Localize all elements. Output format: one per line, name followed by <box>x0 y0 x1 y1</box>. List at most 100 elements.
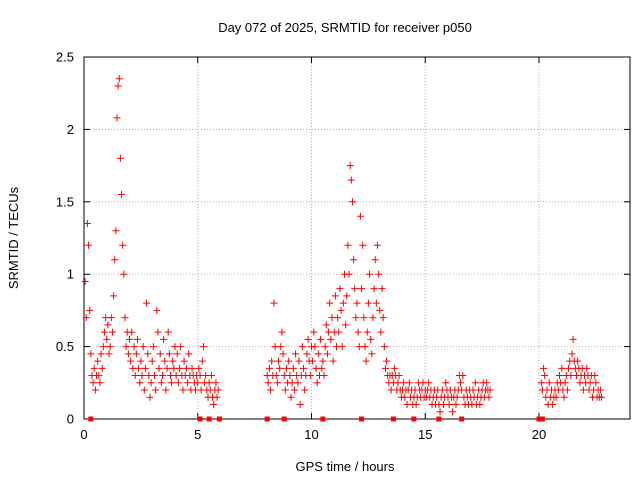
data-point <box>141 364 149 372</box>
data-point <box>96 379 104 387</box>
data-point <box>383 357 391 365</box>
data-point <box>116 154 124 162</box>
y-tick-label: 1 <box>67 267 74 282</box>
data-point <box>276 364 284 372</box>
data-point <box>105 350 113 358</box>
data-point <box>155 364 163 372</box>
data-point <box>179 386 187 394</box>
data-point <box>115 75 123 83</box>
data-point <box>326 299 334 307</box>
zero-marker-point <box>88 416 94 422</box>
data-point <box>344 241 352 249</box>
data-point <box>106 343 114 351</box>
data-point <box>352 314 360 322</box>
data-point <box>278 328 286 336</box>
data-point <box>379 314 387 322</box>
data-point <box>292 350 300 358</box>
data-point <box>180 357 188 365</box>
data-point <box>107 314 115 322</box>
y-tick-label: 2.5 <box>56 50 74 65</box>
data-point <box>161 357 169 365</box>
zero-marker-point <box>264 416 270 422</box>
data-point <box>377 328 385 336</box>
data-point <box>345 270 353 278</box>
data-point <box>97 350 105 358</box>
data-point <box>391 364 399 372</box>
data-points <box>81 75 606 422</box>
data-point <box>207 372 215 380</box>
data-point <box>565 364 573 372</box>
data-point <box>126 335 133 343</box>
data-point <box>321 343 329 351</box>
data-point <box>296 401 304 409</box>
data-point <box>121 314 129 322</box>
data-point <box>94 357 102 365</box>
data-point <box>371 256 379 264</box>
data-point <box>95 372 103 380</box>
data-point <box>323 350 331 358</box>
zero-marker-point <box>536 416 542 422</box>
data-point <box>445 401 453 409</box>
data-point <box>339 299 347 307</box>
data-point <box>457 379 465 387</box>
data-point <box>363 328 371 336</box>
data-point <box>342 321 350 329</box>
data-point <box>412 401 420 409</box>
data-point <box>100 328 108 336</box>
data-point <box>300 364 308 372</box>
data-point <box>185 350 193 358</box>
data-point <box>110 292 118 300</box>
data-point <box>277 343 285 351</box>
zero-marker-point <box>216 416 222 422</box>
data-point <box>267 386 275 394</box>
data-point <box>540 364 548 372</box>
data-point <box>287 393 295 401</box>
data-point <box>212 379 220 387</box>
data-point <box>309 357 317 365</box>
data-point <box>174 379 182 387</box>
data-point <box>194 379 202 387</box>
data-point <box>555 372 563 380</box>
y-tick-label: 0 <box>67 412 74 427</box>
x-tick-label: 0 <box>80 427 87 442</box>
data-point <box>139 343 147 351</box>
data-point <box>104 321 112 329</box>
axis-tick-labels: 0 5 10 15 20 0 0.5 1 1.5 2 2.5 <box>56 50 546 443</box>
data-point <box>177 343 185 351</box>
data-point <box>295 357 303 365</box>
data-point <box>144 350 152 358</box>
data-point <box>87 350 95 358</box>
data-point <box>199 343 207 351</box>
data-point <box>268 357 276 365</box>
data-point <box>132 350 140 358</box>
data-point <box>188 364 196 372</box>
zero-marker-point <box>539 416 545 422</box>
x-tick-label: 5 <box>194 427 201 442</box>
data-point <box>442 379 450 387</box>
data-point <box>82 314 90 322</box>
data-point <box>111 256 119 264</box>
data-point <box>131 372 139 380</box>
zero-marker-point <box>281 416 287 422</box>
data-point <box>329 357 337 365</box>
data-point <box>135 364 143 372</box>
data-point <box>120 270 128 278</box>
data-point <box>205 379 213 387</box>
data-point <box>136 379 144 387</box>
x-tick-label: 15 <box>418 427 432 442</box>
data-point <box>319 357 327 365</box>
data-point <box>286 372 294 380</box>
data-point <box>137 357 145 365</box>
data-point <box>583 364 591 372</box>
data-point <box>346 162 354 170</box>
data-point <box>168 379 176 387</box>
data-point <box>368 350 376 358</box>
data-point <box>561 379 569 387</box>
data-point <box>306 372 314 380</box>
data-point <box>90 364 98 372</box>
data-point <box>140 386 148 394</box>
data-point <box>343 292 351 300</box>
data-point <box>264 379 272 387</box>
data-point <box>563 386 571 394</box>
data-point <box>348 198 356 206</box>
